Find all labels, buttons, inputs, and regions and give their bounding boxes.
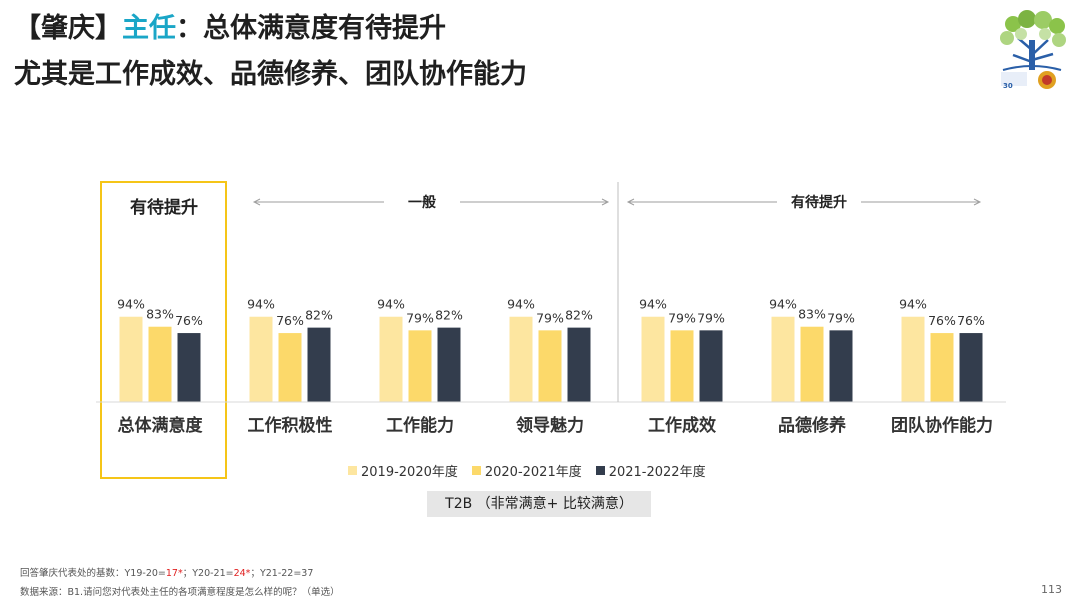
title-rest: ：总体满意度有待提升 (176, 13, 446, 44)
metric-label: T2B （非常满意+ 比较满意） (427, 491, 651, 517)
data-label: 79% (827, 310, 855, 325)
bar-2-0 (379, 316, 403, 402)
bar-4-1 (670, 330, 694, 402)
bar-2-1 (408, 330, 432, 402)
data-label: 82% (435, 308, 463, 323)
page-number: 113 (1041, 583, 1062, 596)
bar-5-0 (771, 316, 795, 402)
legend-swatch-icon (348, 466, 357, 475)
legend-label: 2020-2021年度 (484, 465, 582, 480)
tree-logo-icon: 30 (1000, 10, 1066, 90)
bar-6-2 (959, 333, 983, 402)
chart-legend: 2019-2020年度 2020-2021年度 2021-2022年度 (348, 461, 706, 480)
group-label: 有待提升 (130, 197, 198, 218)
data-source-note: 数据来源：B1.请问您对代表处主任的各项满意程度是怎么样的呢？（单选） (20, 587, 340, 598)
data-label: 79% (668, 310, 696, 325)
bar-1-2 (307, 327, 331, 402)
legend-item-2021: 2021-2022年度 (595, 461, 706, 480)
bar-4-2 (699, 330, 723, 402)
bar-0-0 (119, 316, 143, 402)
arrow-left-icon (626, 198, 635, 206)
category-label: 工作能力 (386, 415, 454, 436)
bar-3-0 (509, 316, 533, 402)
page-title: 【肇庆】主任：总体满意度有待提升 (14, 6, 446, 45)
category-label: 领导魅力 (516, 415, 584, 436)
category-label: 总体满意度 (118, 415, 204, 436)
arrow-right-icon (601, 198, 610, 206)
bar-0-2 (177, 333, 201, 402)
category-label: 工作积极性 (248, 415, 333, 436)
bar-3-2 (567, 327, 591, 402)
legend-swatch-icon (595, 466, 605, 475)
bar-1-1 (278, 333, 302, 402)
legend-item-2019: 2019-2020年度 (348, 461, 458, 480)
data-label: 79% (697, 310, 725, 325)
data-label: 94% (247, 297, 275, 312)
category-label: 品德修养 (778, 415, 847, 436)
data-label: 94% (507, 297, 535, 312)
sample-base-note: 回答肇庆代表处的基数：Y19-20=17*；Y20-21=24*；Y21-22=… (20, 565, 313, 579)
bar-3-1 (538, 330, 562, 402)
title-prefix: 【肇庆】 (14, 13, 122, 44)
base-prefix: 回答肇庆代表处的基数：Y19-20= (20, 568, 166, 579)
data-label: 94% (117, 297, 145, 312)
data-label: 79% (406, 310, 434, 325)
arrow-right-icon (973, 198, 982, 206)
legend-label: 2019-2020年度 (361, 465, 458, 480)
data-label: 82% (565, 308, 593, 323)
title-accent: 主任 (122, 13, 176, 44)
bar-4-0 (641, 316, 665, 402)
data-label: 83% (146, 307, 174, 322)
data-label: 76% (928, 313, 956, 328)
group-label: 一般 (408, 194, 436, 211)
base-y19: 17* (165, 568, 183, 579)
svg-text:30: 30 (1003, 82, 1013, 90)
page-subtitle: 尤其是工作成效、品德修养、团队协作能力 (14, 59, 527, 90)
data-label: 94% (639, 297, 667, 312)
base-sep2: ；Y21-22=37 (250, 568, 314, 579)
data-label: 94% (769, 297, 797, 312)
category-label: 团队协作能力 (891, 415, 993, 436)
bar-0-1 (148, 326, 172, 402)
bar-6-1 (930, 333, 954, 402)
base-y20: 24* (233, 568, 251, 579)
category-label: 工作成效 (648, 415, 716, 436)
arrow-left-icon (252, 198, 261, 206)
legend-swatch-icon (471, 466, 481, 475)
highlight-box (100, 181, 227, 479)
legend-label: 2021-2022年度 (608, 465, 706, 480)
legend-item-2020: 2020-2021年度 (471, 461, 582, 480)
data-label: 79% (536, 310, 564, 325)
data-label: 76% (276, 313, 304, 328)
data-label: 76% (957, 313, 985, 328)
base-sep1: ；Y20-21= (182, 568, 234, 579)
bar-1-0 (249, 316, 273, 402)
group-label: 有待提升 (791, 194, 847, 211)
bar-2-2 (437, 327, 461, 402)
data-label: 94% (377, 297, 405, 312)
bar-5-2 (829, 330, 853, 402)
data-label: 76% (175, 313, 203, 328)
data-label: 94% (899, 297, 927, 312)
bar-5-1 (800, 326, 824, 402)
bar-6-0 (901, 316, 925, 402)
data-label: 83% (798, 307, 826, 322)
data-label: 82% (305, 308, 333, 323)
